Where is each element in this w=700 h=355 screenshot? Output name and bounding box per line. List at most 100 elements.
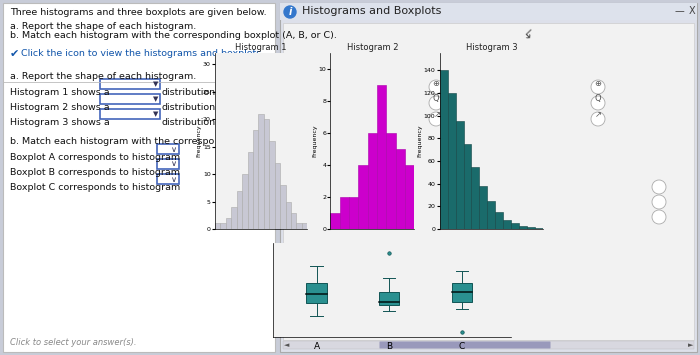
Text: X: X (689, 6, 696, 16)
Text: ►: ► (687, 342, 693, 348)
Text: ∨: ∨ (171, 159, 177, 169)
FancyBboxPatch shape (280, 3, 697, 352)
Bar (377, 85, 386, 229)
Text: Boxplot B corresponds to histogram: Boxplot B corresponds to histogram (10, 168, 180, 177)
Text: Q: Q (595, 94, 601, 104)
Bar (307, 283, 327, 304)
Text: distribution.: distribution. (162, 103, 219, 112)
Text: 🔍: 🔍 (434, 84, 438, 90)
FancyBboxPatch shape (157, 144, 179, 154)
Text: i: i (288, 7, 292, 17)
Bar (379, 292, 399, 305)
Text: Q: Q (433, 94, 440, 104)
Text: ⊕: ⊕ (433, 78, 440, 87)
Bar (487, 201, 496, 229)
Title: Histogram 3: Histogram 3 (466, 43, 517, 53)
FancyBboxPatch shape (379, 342, 550, 349)
Text: a. Report the shape of each histogram.: a. Report the shape of each histogram. (10, 72, 196, 81)
Bar (368, 133, 377, 229)
Bar (220, 224, 226, 229)
Bar (258, 114, 264, 229)
Bar (330, 213, 340, 229)
Bar (280, 185, 286, 229)
FancyBboxPatch shape (283, 23, 694, 340)
Circle shape (591, 80, 605, 94)
Text: a. Report the shape of each histogram.: a. Report the shape of each histogram. (10, 22, 196, 31)
Bar (242, 174, 248, 229)
Bar (215, 224, 220, 229)
Text: ⊕: ⊕ (594, 78, 601, 87)
FancyBboxPatch shape (283, 341, 694, 349)
Text: b. Match each histogram with the corresponding boxplot.: b. Match each histogram with the corresp… (10, 137, 282, 146)
FancyBboxPatch shape (157, 174, 179, 184)
Circle shape (429, 112, 443, 126)
Text: ✔: ✔ (10, 49, 20, 59)
Bar (231, 207, 237, 229)
Text: Histogram 2 shows a: Histogram 2 shows a (10, 103, 110, 112)
Bar (447, 93, 456, 229)
FancyBboxPatch shape (100, 109, 160, 119)
Bar (237, 191, 242, 229)
Text: distribution.: distribution. (162, 118, 219, 127)
Text: ▼: ▼ (153, 111, 158, 117)
Circle shape (652, 195, 666, 209)
Bar (527, 227, 536, 229)
Text: ▼: ▼ (153, 96, 158, 102)
Text: Histogram 3 shows a: Histogram 3 shows a (10, 118, 110, 127)
Bar (349, 197, 358, 229)
Text: ↳: ↳ (518, 28, 535, 45)
Bar (274, 163, 280, 229)
Bar (405, 165, 414, 229)
Bar (358, 165, 368, 229)
Bar (456, 121, 463, 229)
Text: ▼: ▼ (153, 81, 158, 87)
Y-axis label: Frequency: Frequency (197, 125, 202, 157)
Bar (496, 212, 503, 229)
Bar (264, 119, 270, 229)
Bar (340, 197, 349, 229)
Bar (472, 166, 480, 229)
Text: Boxplots: Boxplots (468, 160, 512, 170)
Text: —: — (675, 6, 685, 16)
Bar (503, 220, 511, 229)
Text: ↗: ↗ (594, 110, 601, 120)
Circle shape (429, 96, 443, 110)
Circle shape (591, 96, 605, 110)
Bar (463, 144, 472, 229)
FancyBboxPatch shape (157, 159, 179, 169)
Bar (511, 223, 519, 229)
Text: ◄: ◄ (284, 342, 289, 348)
Y-axis label: Frequency: Frequency (312, 125, 317, 157)
Bar (296, 224, 302, 229)
Text: distribution.: distribution. (162, 88, 219, 97)
Bar (253, 130, 258, 229)
Text: ∨: ∨ (171, 175, 177, 184)
Text: Histograms and Boxplots: Histograms and Boxplots (302, 6, 442, 16)
Title: Histogram 2: Histogram 2 (346, 43, 398, 53)
Text: 🔍: 🔍 (434, 116, 438, 122)
Text: Boxplot A corresponds to histogram: Boxplot A corresponds to histogram (10, 153, 180, 162)
Text: b. Match each histogram with the corresponding boxplot (A, B, or C).: b. Match each histogram with the corresp… (10, 31, 337, 40)
Circle shape (652, 210, 666, 224)
Bar (452, 283, 472, 301)
Bar (291, 213, 296, 229)
Circle shape (652, 180, 666, 194)
FancyBboxPatch shape (280, 3, 697, 20)
Text: Click the icon to view the histograms and boxplots.: Click the icon to view the histograms an… (21, 49, 265, 58)
Text: ∨: ∨ (171, 144, 177, 153)
Bar (395, 149, 405, 229)
Text: Boxplot C corresponds to histogram: Boxplot C corresponds to histogram (10, 183, 181, 192)
Bar (302, 224, 307, 229)
Text: Click to select your answer(s).: Click to select your answer(s). (10, 338, 136, 347)
Circle shape (429, 80, 443, 94)
Text: Histogram 1 shows a: Histogram 1 shows a (10, 88, 110, 97)
Text: Three histograms and three boxplots are given below.: Three histograms and three boxplots are … (10, 8, 267, 17)
Y-axis label: Frequency: Frequency (417, 125, 422, 157)
Bar (536, 228, 543, 229)
Bar (519, 225, 527, 229)
FancyBboxPatch shape (100, 79, 160, 89)
Circle shape (284, 6, 296, 18)
Bar (480, 186, 487, 229)
FancyBboxPatch shape (100, 94, 160, 104)
Bar (386, 133, 395, 229)
